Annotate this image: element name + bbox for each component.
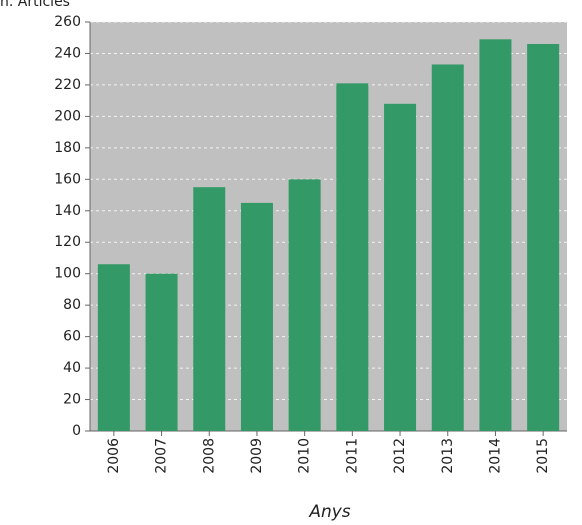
x-tick-label: 2014 xyxy=(487,438,503,474)
y-tick-label: 200 xyxy=(54,108,81,124)
x-tick-label: 2009 xyxy=(249,438,265,474)
bar xyxy=(384,103,417,432)
y-tick-label: 100 xyxy=(54,266,81,282)
y-tick-label: 220 xyxy=(54,77,81,93)
y-tick-label: 20 xyxy=(63,392,81,408)
x-tick-label: 2013 xyxy=(440,438,456,474)
y-tick-label: 160 xyxy=(54,171,81,187)
x-tick-label: 2008 xyxy=(201,438,217,474)
y-tick-label: 260 xyxy=(54,14,81,30)
y-tick-label: 240 xyxy=(54,45,81,61)
y-tick-label: 120 xyxy=(54,234,81,250)
bar xyxy=(479,39,512,432)
bar xyxy=(336,83,369,431)
bar xyxy=(527,44,560,432)
x-tick-label: 2012 xyxy=(392,438,408,474)
bar xyxy=(97,264,130,431)
x-tick-label: 2010 xyxy=(297,438,313,474)
y-tick-label: 180 xyxy=(54,140,81,156)
x-tick-label: 2011 xyxy=(344,438,360,474)
bar xyxy=(145,273,178,431)
bar xyxy=(431,64,464,431)
y-axis-label: n. Articles xyxy=(0,0,70,10)
x-tick-label: 2007 xyxy=(154,438,170,474)
y-tick-label: 40 xyxy=(63,360,81,376)
x-axis-label: Anys xyxy=(308,502,350,522)
y-tick-label: 80 xyxy=(63,297,81,313)
bar xyxy=(240,202,273,431)
y-tick-label: 0 xyxy=(72,423,81,439)
x-tick-label: 2015 xyxy=(535,438,551,474)
bar xyxy=(193,187,226,431)
x-tick-label: 2006 xyxy=(106,438,122,474)
bar xyxy=(288,179,321,431)
y-tick-label: 140 xyxy=(54,203,81,219)
y-tick-label: 60 xyxy=(63,329,81,345)
